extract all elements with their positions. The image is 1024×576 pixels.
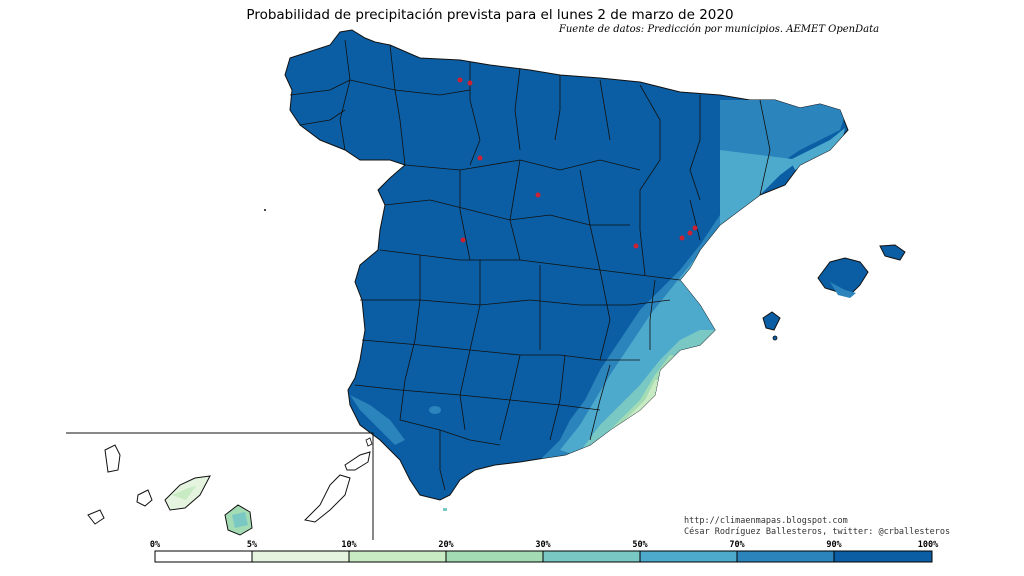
province-borders xyxy=(289,39,771,491)
map-subtitle: Fuente de datos: Predicción por municipi… xyxy=(558,24,880,35)
legend-tick-100: 100% xyxy=(917,540,939,550)
legend-bar xyxy=(154,550,933,563)
legend-tick-0: 0% xyxy=(149,540,161,550)
legend-tick-5: 5% xyxy=(246,540,258,550)
map-title: Probabilidad de precipitación prevista p… xyxy=(246,7,734,23)
legend-tick-50: 50% xyxy=(632,540,648,550)
mainland-spain xyxy=(284,29,849,501)
legend-tick-10: 10% xyxy=(341,540,357,550)
station-markers xyxy=(457,77,698,249)
legend-tick-20: 20% xyxy=(438,540,454,550)
legend-tick-70: 70% xyxy=(729,540,745,550)
credits: http://climaenmapas.blogspot.com César R… xyxy=(684,516,950,537)
balearic-islands xyxy=(762,244,906,341)
credits-author: César Rodríguez Ballesteros, twitter: @c… xyxy=(684,526,951,537)
legend-tick-90: 90% xyxy=(826,540,842,550)
credits-url: http://climaenmapas.blogspot.com xyxy=(684,516,848,526)
legend-tick-30: 30% xyxy=(535,540,551,550)
canary-islands-inset xyxy=(66,432,447,540)
